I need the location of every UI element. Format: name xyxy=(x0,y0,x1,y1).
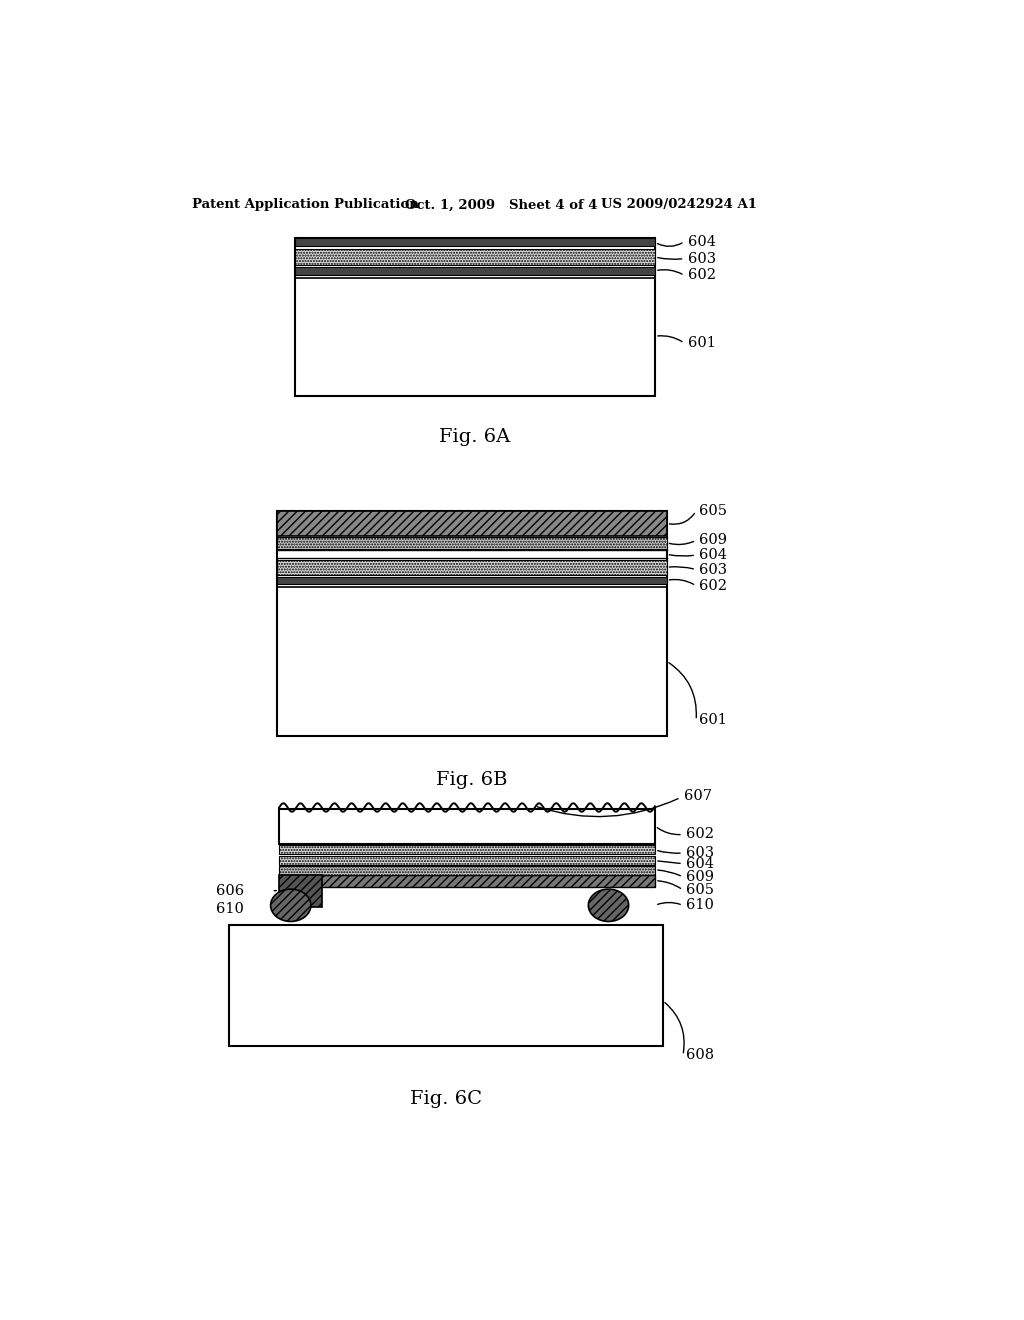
Text: 609: 609 xyxy=(686,870,714,884)
Bar xyxy=(228,924,663,1047)
Bar xyxy=(280,857,655,866)
Text: 604: 604 xyxy=(687,235,716,248)
Bar xyxy=(280,875,655,887)
Ellipse shape xyxy=(589,890,629,921)
Text: 605: 605 xyxy=(686,883,714,896)
Bar xyxy=(280,845,655,854)
Text: 602: 602 xyxy=(686,828,714,841)
Bar xyxy=(295,249,655,264)
Text: Fig. 6B: Fig. 6B xyxy=(436,771,508,789)
Text: Fig. 6C: Fig. 6C xyxy=(410,1090,481,1107)
Bar xyxy=(276,511,667,536)
Text: 608: 608 xyxy=(686,1048,714,1063)
Text: Fig. 6A: Fig. 6A xyxy=(439,428,510,446)
Text: 607: 607 xyxy=(684,789,713,803)
Text: 604: 604 xyxy=(686,857,714,871)
Text: 610: 610 xyxy=(216,902,245,916)
Bar xyxy=(295,238,655,246)
Bar xyxy=(276,537,667,549)
Text: 601: 601 xyxy=(687,337,716,350)
Bar xyxy=(276,560,667,576)
Text: 603: 603 xyxy=(699,562,727,577)
Text: 610: 610 xyxy=(686,899,714,912)
Text: 601: 601 xyxy=(699,714,727,727)
Text: 606: 606 xyxy=(216,883,245,898)
Bar xyxy=(280,809,655,843)
Text: Oct. 1, 2009   Sheet 4 of 4: Oct. 1, 2009 Sheet 4 of 4 xyxy=(406,198,598,211)
Bar xyxy=(295,267,655,276)
Text: Patent Application Publication: Patent Application Publication xyxy=(191,198,418,211)
Text: US 2009/0242924 A1: US 2009/0242924 A1 xyxy=(601,198,757,211)
Text: 602: 602 xyxy=(687,268,716,282)
Bar xyxy=(276,511,667,737)
Ellipse shape xyxy=(270,890,311,921)
Text: 602: 602 xyxy=(699,578,727,593)
Bar xyxy=(280,875,322,907)
Bar xyxy=(280,866,655,875)
Text: 603: 603 xyxy=(686,846,714,859)
Text: 604: 604 xyxy=(699,548,727,562)
Bar xyxy=(276,577,667,585)
Text: 609: 609 xyxy=(699,533,727,548)
Text: 605: 605 xyxy=(699,504,727,517)
Bar xyxy=(295,238,655,396)
Text: 603: 603 xyxy=(687,252,716,265)
